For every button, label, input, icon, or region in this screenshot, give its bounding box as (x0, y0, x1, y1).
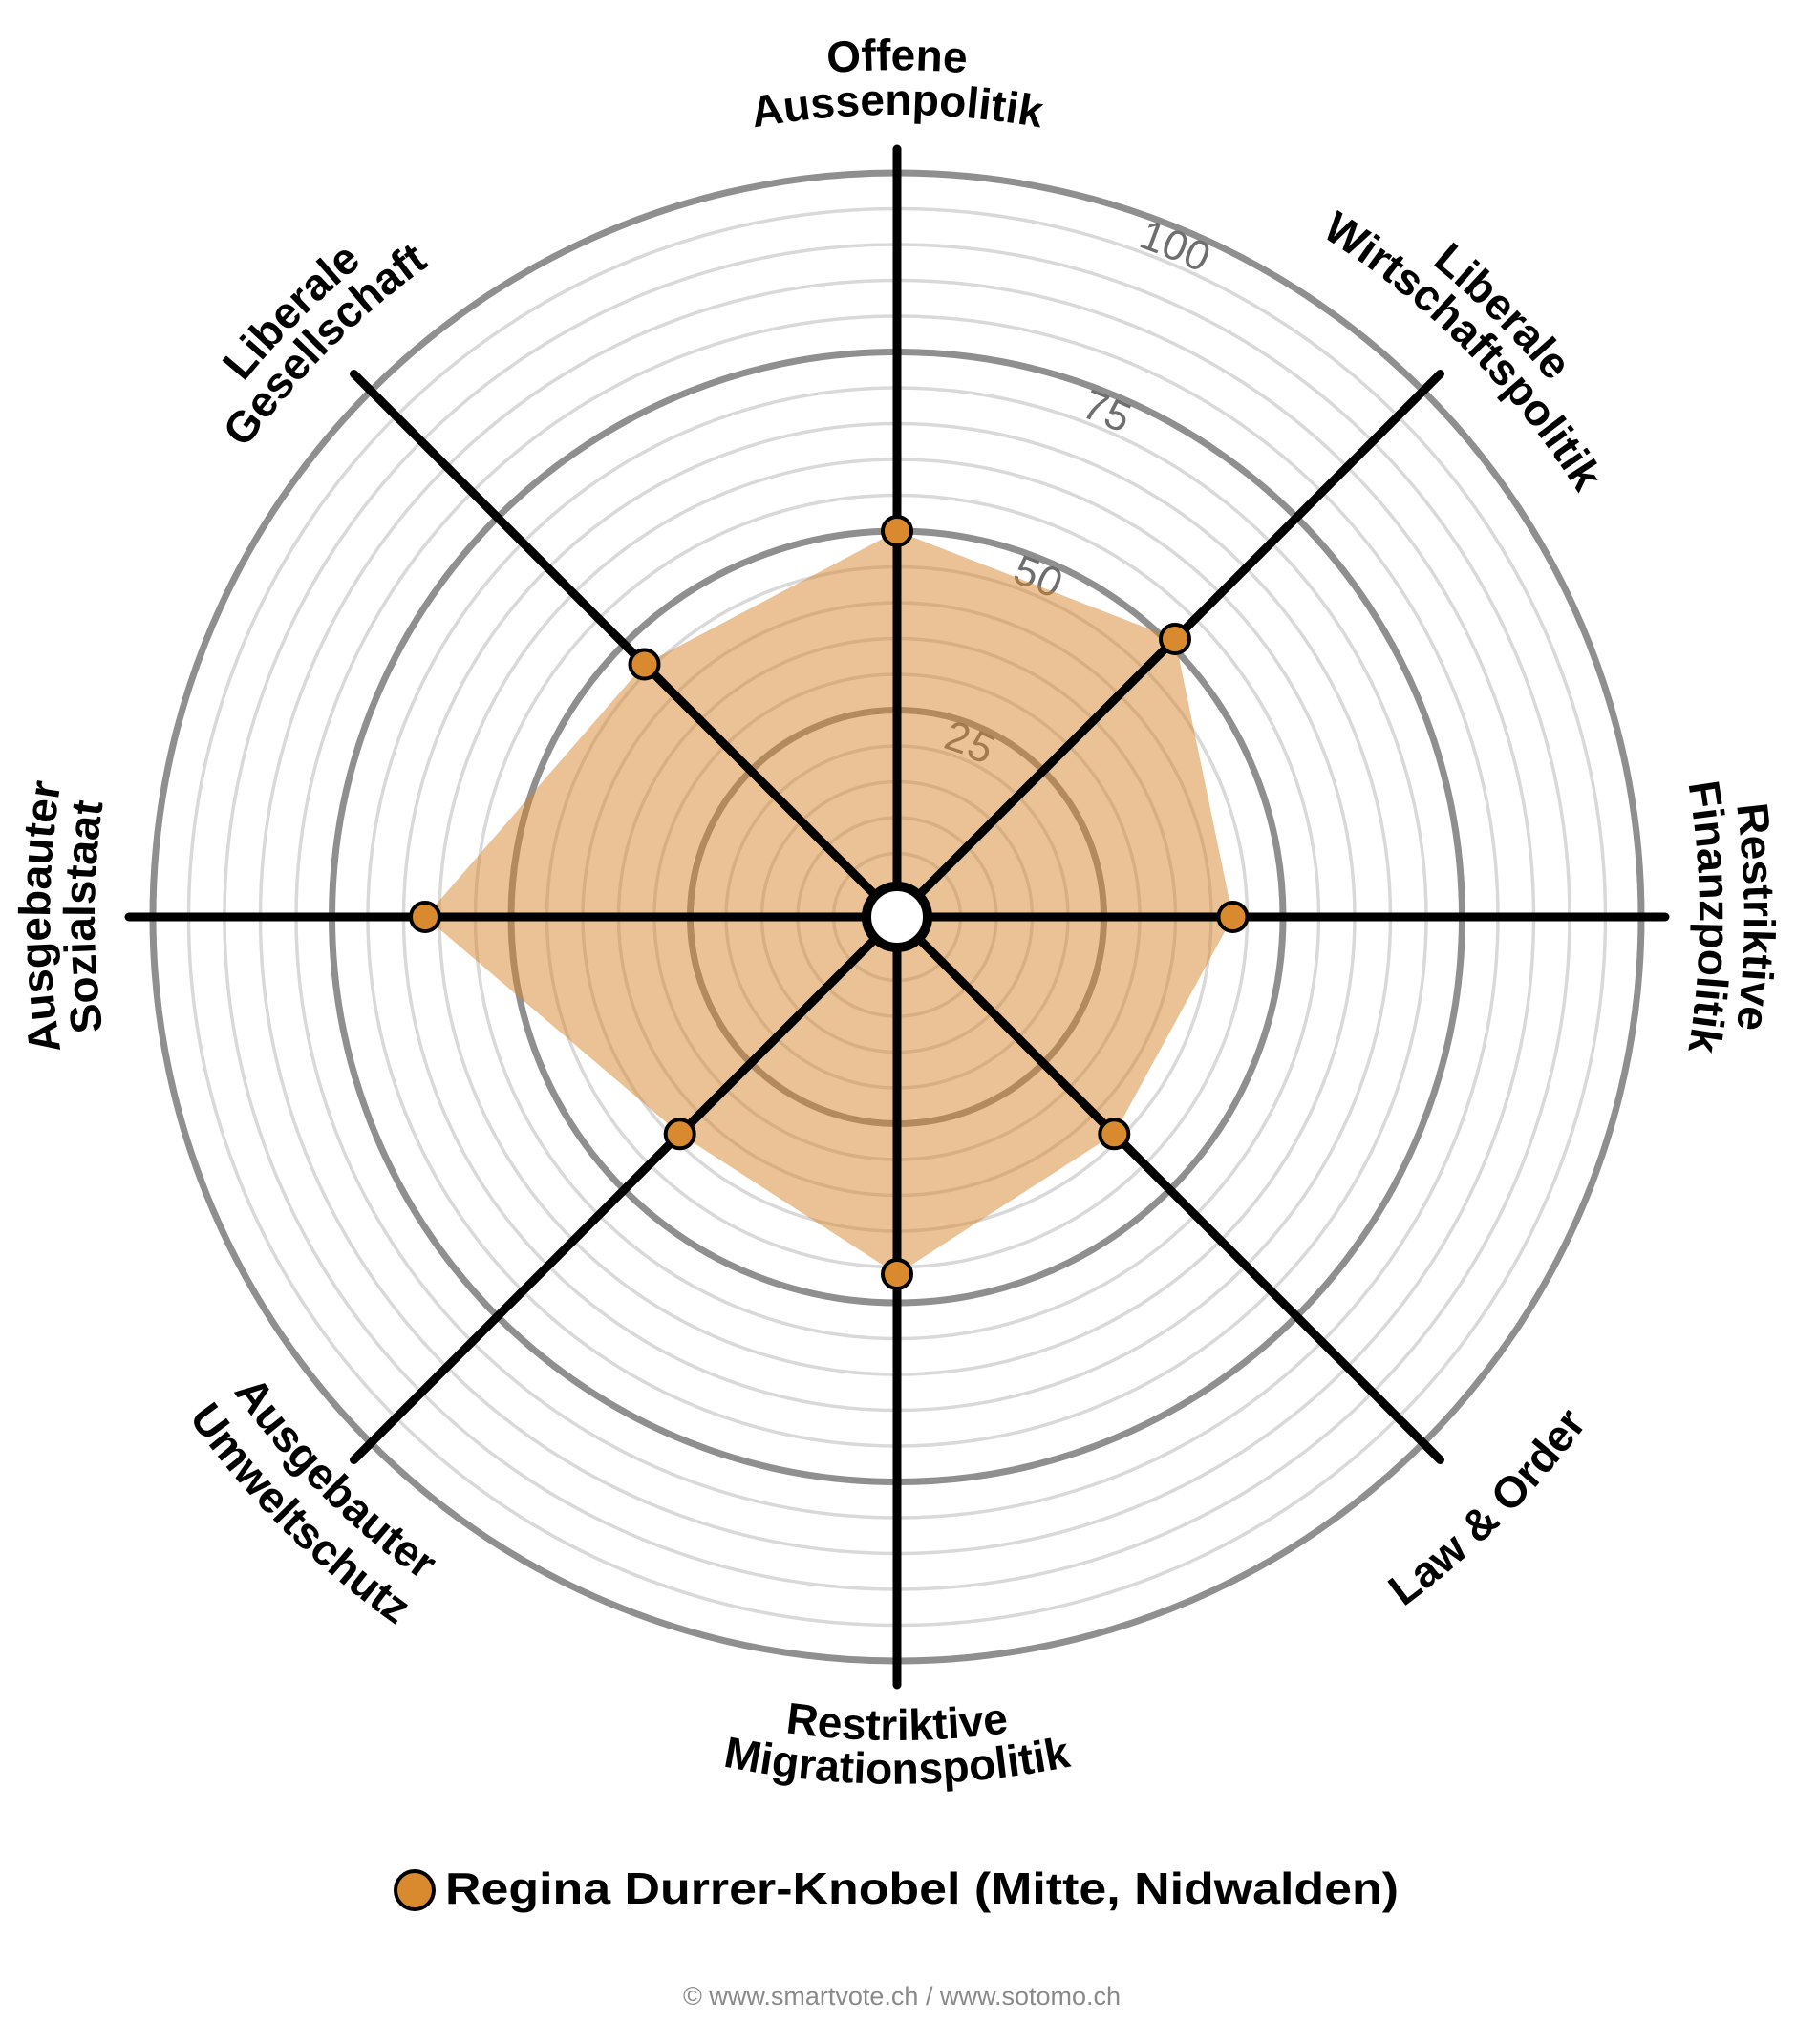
center-hub (862, 882, 932, 952)
data-point-liberale_wirtschaftspolitik (1159, 623, 1191, 655)
axis-spoke-ausgebauter_umweltschutz (350, 912, 902, 1464)
series-area (425, 531, 1233, 1274)
axis-label-offene-aussenpolitik-line2: Aussenpolitik (747, 75, 1047, 137)
data-point-restriktive_migrationspolitik (881, 1258, 913, 1290)
tick-label-100: 100 (1134, 211, 1217, 282)
data-point-law_and_order (1098, 1118, 1131, 1151)
data-point-liberale_gesellschaft (628, 648, 661, 681)
tick-label-75: 75 (1076, 381, 1138, 442)
legend: Regina Durrer-Knobel (Mitte, Nidwalden) (394, 1863, 1399, 1913)
axis-label-restriktive-finanzpolitik-line2: Finanzpolitik (1678, 777, 1740, 1057)
axis-label-ausgebauter-sozialstaat-line2: Sozialstaat (54, 798, 113, 1036)
axis-label-offene-aussenpolitik-line1: Offene (825, 30, 970, 82)
legend-label: Regina Durrer-Knobel (Mitte, Nidwalden) (445, 1863, 1399, 1913)
footer-copyright: © www.smartvote.ch / www.sotomo.ch (683, 1982, 1121, 2011)
data-point-offene_aussenpolitik (881, 515, 913, 547)
data-points (409, 515, 1250, 1290)
data-point-restriktive_finanzpolitik (1216, 901, 1250, 933)
legend-marker-icon (394, 1869, 436, 1911)
data-point-ausgebauter_sozialstaat (409, 901, 441, 933)
axis-spoke-liberale_gesellschaft (350, 370, 902, 922)
data-point-ausgebauter_umweltschutz (663, 1118, 696, 1151)
axis-label-restriktive-migrationspolitik-line1: Restriktive (784, 1693, 1011, 1750)
axis-spoke-law_and_order (892, 912, 1444, 1464)
